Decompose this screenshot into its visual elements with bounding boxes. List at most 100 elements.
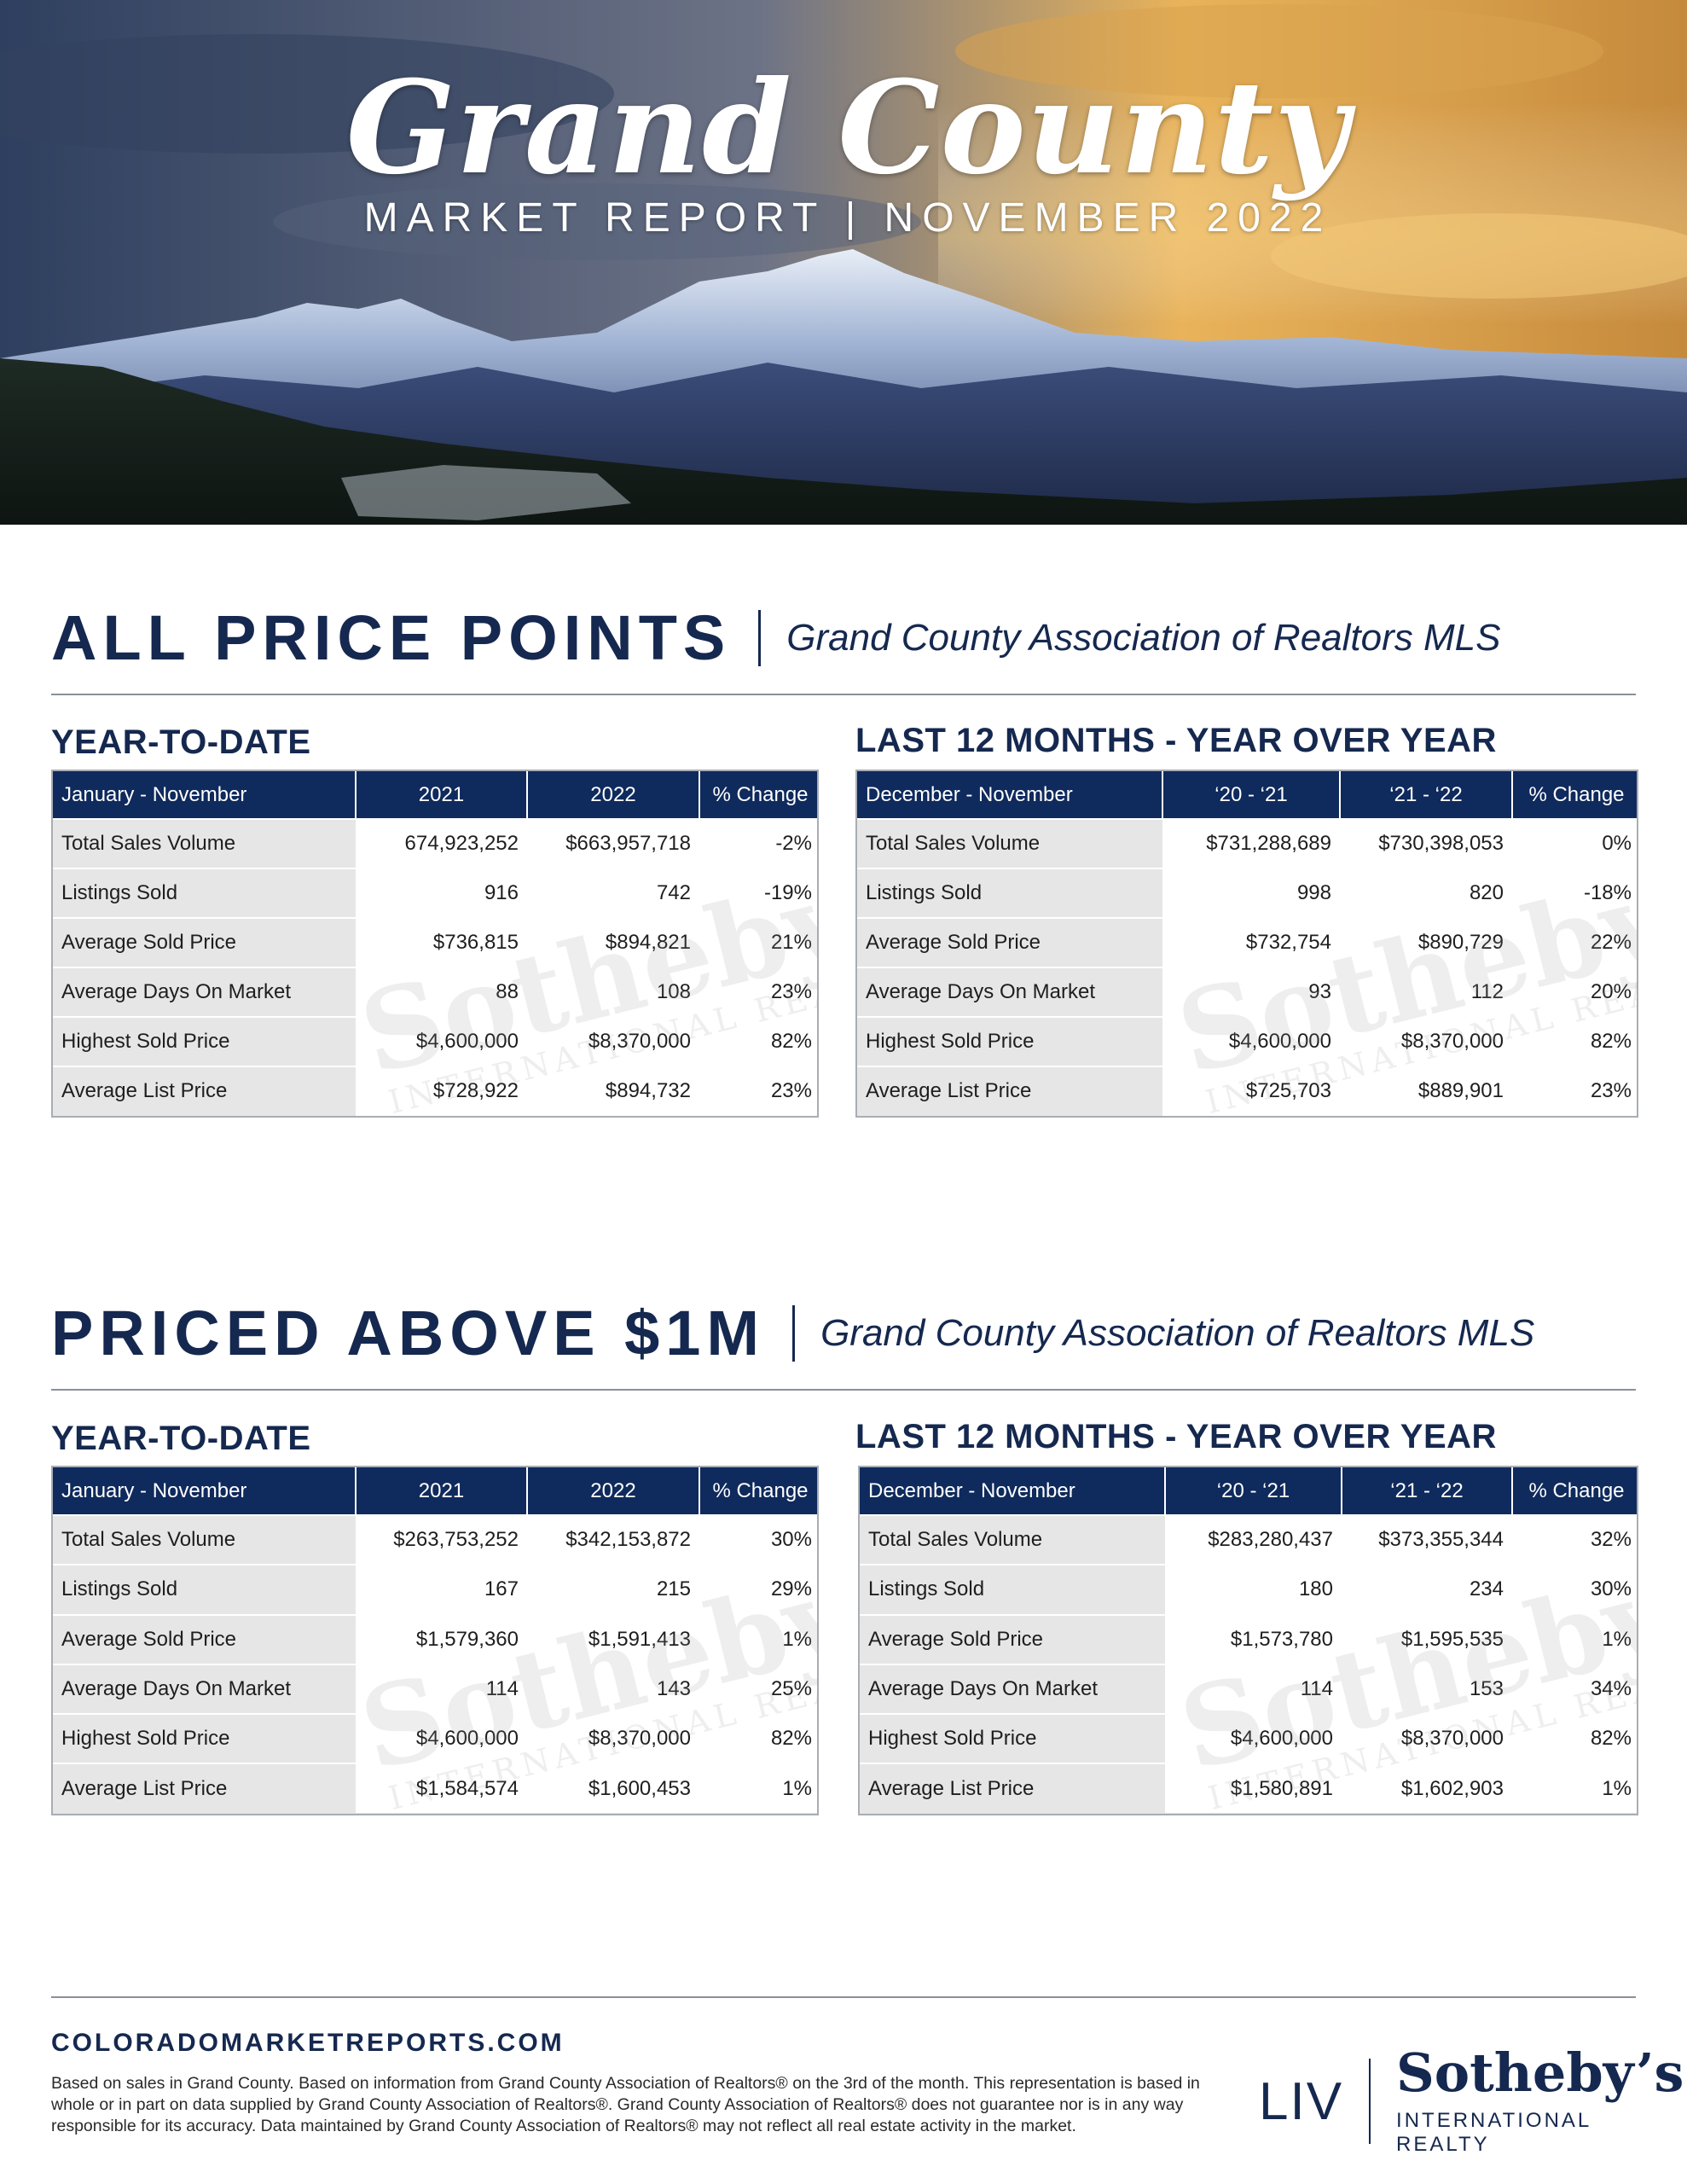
ltm-heading: LAST 12 MONTHS - YEAR OVER YEAR: [855, 1418, 1497, 1455]
cell-change: 34%: [1512, 1663, 1637, 1715]
cell-change: 32%: [1512, 1513, 1637, 1565]
cell-value: $1,600,453: [527, 1763, 699, 1814]
row-label: Total Sales Volume: [857, 818, 1162, 869]
row-label: Average Sold Price: [860, 1613, 1165, 1665]
row-label: Listings Sold: [860, 1564, 1165, 1616]
cell-change: 30%: [1512, 1564, 1637, 1616]
column-header: December - November: [857, 771, 1162, 819]
cell-value: 916: [356, 868, 527, 919]
cell-value: 93: [1162, 967, 1340, 1018]
table-row: Average List Price $1,584,574 $1,600,453 1%: [53, 1763, 817, 1814]
mountain-landscape-image: [0, 0, 1687, 525]
website-link[interactable]: COLORADOMARKETREPORTS.COM: [51, 2029, 565, 2057]
logo-brand-name: Sotheby’s: [1396, 2042, 1684, 2104]
table-row: Average Sold Price $732,754 $890,729 22%: [857, 917, 1637, 968]
cell-value: $1,580,891: [1165, 1763, 1342, 1814]
column-header: December - November: [860, 1467, 1165, 1515]
column-header: 2022: [526, 771, 699, 819]
brand-logo: LIV Sotheby’s INTERNATIONAL REALTY: [1259, 2046, 1687, 2157]
ytd-table-all: January - November 2021 2022 % Change To…: [51, 770, 819, 1118]
cell-value: $4,600,000: [1165, 1712, 1342, 1764]
column-header: ‘21 - ‘22: [1339, 771, 1512, 819]
cell-value: 180: [1165, 1564, 1342, 1616]
cell-value: $890,729: [1340, 917, 1512, 968]
logo-sothebys-block: Sotheby’s INTERNATIONAL REALTY: [1396, 2046, 1687, 2157]
cell-value: $8,370,000: [1340, 1016, 1512, 1067]
cell-change: 1%: [1512, 1763, 1637, 1814]
cell-value: $889,901: [1340, 1066, 1512, 1116]
cell-change: -19%: [699, 868, 817, 919]
cell-value: $894,732: [527, 1066, 699, 1116]
column-header: ‘20 - ‘21: [1162, 771, 1340, 819]
row-label: Average Days On Market: [53, 967, 356, 1018]
cell-value: $1,602,903: [1342, 1763, 1512, 1814]
cell-change: -18%: [1512, 868, 1637, 919]
cell-value: 114: [1165, 1663, 1342, 1715]
row-label: Average List Price: [857, 1066, 1162, 1116]
row-label: Listings Sold: [53, 868, 356, 919]
cell-change: 21%: [699, 917, 817, 968]
cell-change: 29%: [699, 1564, 817, 1616]
table-row: Average Sold Price $1,579,360 $1,591,413 1%: [53, 1613, 817, 1665]
cell-value: $373,355,344: [1342, 1513, 1512, 1565]
hero-banner: Grand County MARKET REPORT | NOVEMBER 20…: [0, 0, 1687, 525]
cell-change: 82%: [699, 1016, 817, 1067]
logo-divider: [1369, 2059, 1371, 2144]
cell-value: $263,753,252: [356, 1513, 527, 1565]
cell-value: 674,923,252: [356, 818, 527, 869]
cell-value: $736,815: [356, 917, 527, 968]
column-header: 2022: [526, 1467, 699, 1515]
column-header: % Change: [699, 771, 817, 819]
table-row: Total Sales Volume $731,288,689 $730,398,0…: [857, 818, 1637, 869]
cell-value: $4,600,000: [356, 1016, 527, 1067]
cell-change: 1%: [699, 1613, 817, 1665]
row-label: Average Days On Market: [857, 967, 1162, 1018]
column-header: ‘21 - ‘22: [1341, 1467, 1512, 1515]
table-row: Listings Sold 998 820 -18%: [857, 868, 1637, 919]
table-row: Total Sales Volume 674,923,252 $663,957,71…: [53, 818, 817, 869]
row-label: Highest Sold Price: [860, 1712, 1165, 1764]
cell-value: $8,370,000: [1342, 1712, 1512, 1764]
row-label: Highest Sold Price: [53, 1016, 356, 1067]
cell-value: $1,595,535: [1342, 1613, 1512, 1665]
section-source: Grand County Association of Realtors MLS: [786, 616, 1501, 659]
table-row: Average Sold Price $1,573,780 $1,595,535 1%: [860, 1613, 1637, 1665]
table-row: Average List Price $728,922 $894,732 23%: [53, 1066, 817, 1116]
row-label: Average Sold Price: [857, 917, 1162, 968]
cell-value: $1,591,413: [527, 1613, 699, 1665]
data-table: January - November 2021 2022 % Change To…: [53, 1467, 817, 1814]
table-row: Listings Sold 180 234 30%: [860, 1564, 1637, 1616]
cell-change: 22%: [1512, 917, 1637, 968]
cell-value: $342,153,872: [527, 1513, 699, 1565]
table-row: Highest Sold Price $4,600,000 $8,370,000 82…: [53, 1712, 817, 1764]
table-row: Total Sales Volume $263,753,252 $342,153,8…: [53, 1513, 817, 1565]
ytd-heading: YEAR-TO-DATE: [51, 1420, 311, 1457]
report-title: Grand County: [345, 53, 1350, 203]
cell-change: 82%: [1512, 1712, 1637, 1764]
row-label: Total Sales Volume: [860, 1513, 1165, 1565]
cell-change: 1%: [1512, 1613, 1637, 1665]
row-label: Average Sold Price: [53, 917, 356, 968]
column-header: ‘20 - ‘21: [1164, 1467, 1342, 1515]
cell-change: 82%: [699, 1712, 817, 1764]
cell-change: 23%: [699, 1066, 817, 1116]
cell-value: $731,288,689: [1162, 818, 1340, 869]
disclaimer-text: Based on sales in Grand County. Based on…: [51, 2074, 1200, 2135]
cell-change: 1%: [699, 1763, 817, 1814]
table-row: Listings Sold 167 215 29%: [53, 1564, 817, 1616]
logo-liv: LIV: [1259, 2071, 1344, 2131]
cell-change: 30%: [699, 1513, 817, 1565]
cell-change: 20%: [1512, 967, 1637, 1018]
data-table: December - November ‘20 - ‘21 ‘21 - ‘22 …: [857, 771, 1637, 1116]
cell-value: $1,573,780: [1165, 1613, 1342, 1665]
cell-value: 143: [527, 1663, 699, 1715]
data-table: December - November ‘20 - ‘21 ‘21 - ‘22 …: [860, 1467, 1637, 1814]
ltm-heading: LAST 12 MONTHS - YEAR OVER YEAR: [855, 722, 1497, 759]
table-row: Highest Sold Price $4,600,000 $8,370,000 82…: [53, 1016, 817, 1067]
cell-value: $732,754: [1162, 917, 1340, 968]
cell-value: 234: [1342, 1564, 1512, 1616]
row-label: Total Sales Volume: [53, 818, 356, 869]
cell-value: $725,703: [1162, 1066, 1340, 1116]
cell-value: 88: [356, 967, 527, 1018]
table-row: Average Sold Price $736,815 $894,821 21%: [53, 917, 817, 968]
